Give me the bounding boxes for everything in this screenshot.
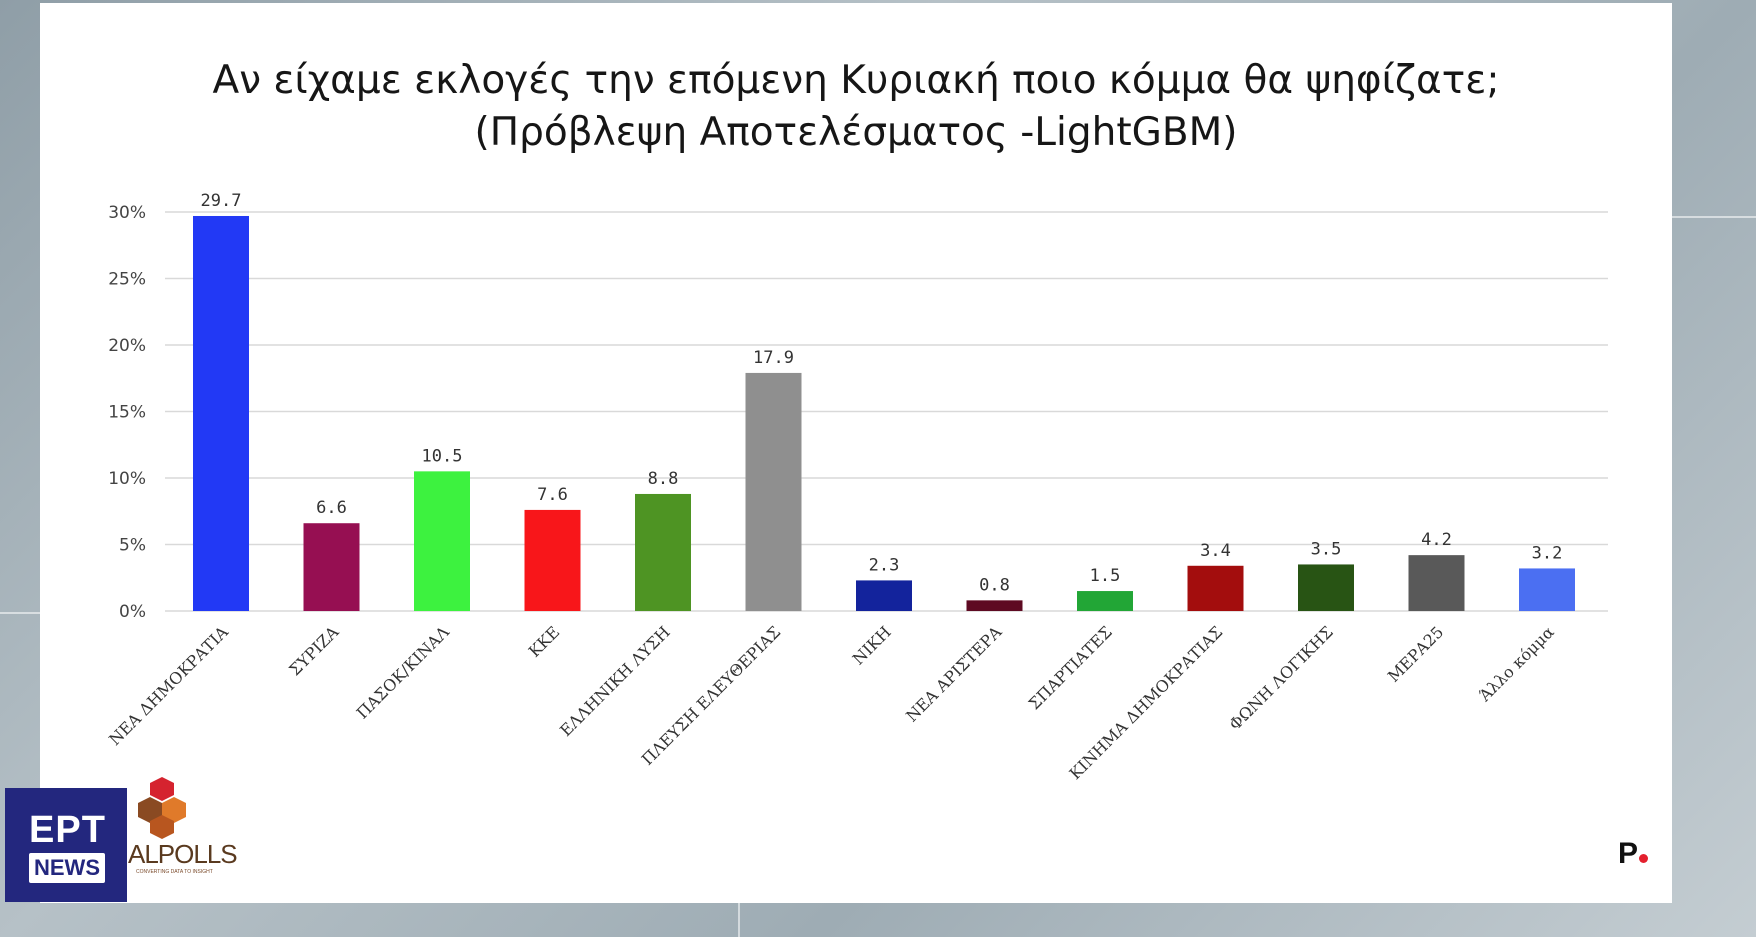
bar (745, 372, 802, 611)
bar-chart: 0% 5% 10% 15% 20% 25% 30% 29.7 6.6 10.5 7.6 8.8 17.… (105, 191, 1608, 783)
chart-title: Αν είχαμε εκλογές την επόμενη Κυριακή πο… (212, 58, 1500, 103)
alpolls-cube-icon (138, 777, 186, 839)
bars (193, 215, 1575, 612)
y-tick-label: 20% (108, 336, 146, 356)
ert-news-logo: ΕΡΤ NEWS (5, 788, 127, 902)
x-axis-labels: ΝΕΑ ΔΗΜΟΚΡΑΤΙΑ ΣΥΡΙΖΑ ΠΑΣΟΚ/ΚΙΝΑΛ ΚΚΕΕΛΛΗΝΙ… (105, 622, 1558, 783)
data-label: 0.8 (979, 575, 1010, 595)
data-label: 7.6 (537, 485, 568, 505)
data-label: 8.8 (648, 469, 679, 489)
bar (1187, 565, 1244, 611)
data-label: 3.2 (1532, 543, 1563, 563)
p-logo-dot (1639, 854, 1649, 863)
alpolls-tagline: CONVERTING DATA TO INSIGHT (136, 869, 213, 875)
x-tick-label: ΚΚΕ (525, 622, 564, 661)
data-labels: 29.7 6.6 10.5 7.6 8.8 17.9 2.3 0.8 1.5 3.4 3.5 4.2 3… (201, 191, 1563, 595)
y-tick-label: 25% (108, 270, 146, 290)
background-line (1672, 216, 1756, 218)
news-logo-text: NEWS (29, 853, 105, 883)
bar (635, 493, 691, 611)
bar (1298, 564, 1354, 611)
bar (193, 215, 249, 612)
p-logo: P (1618, 837, 1649, 870)
data-label: 3.5 (1311, 539, 1342, 559)
background-line (0, 612, 40, 614)
ert-logo-text: ΕΡΤ (29, 809, 106, 851)
bar (1077, 591, 1133, 611)
x-tick-label: ΕΛΛΗΝΙΚΗ ΛΥΣΗ (556, 622, 674, 740)
y-tick-label: 10% (108, 469, 146, 489)
x-tick-label: ΜΕΡΑ25 (1384, 622, 1447, 685)
x-tick-label: ΣΥΡΙΖΑ (285, 622, 342, 679)
chart-slide: Αν είχαμε εκλογές την επόμενη Κυριακή πο… (40, 3, 1672, 903)
y-tick-label: 30% (108, 203, 146, 223)
data-label: 2.3 (869, 555, 900, 575)
gridlines (165, 211, 1608, 612)
x-tick-label: ΠΑΣΟΚ/ΚΙΝΑΛ (353, 622, 453, 722)
data-label: 17.9 (753, 348, 794, 368)
x-tick-label: ΝΙΚΗ (849, 622, 895, 668)
bar (1519, 568, 1575, 611)
data-label: 10.5 (422, 446, 463, 466)
data-label: 4.2 (1421, 530, 1452, 550)
y-axis-ticks: 0% 5% 10% 15% 20% 25% 30% (108, 203, 146, 622)
chart-title-block: Αν είχαμε εκλογές την επόμενη Κυριακή πο… (40, 55, 1672, 159)
background-line (738, 902, 740, 937)
bar (524, 509, 581, 611)
bar (303, 523, 360, 611)
data-label: 6.6 (316, 498, 347, 518)
data-label: 3.4 (1200, 541, 1231, 561)
y-tick-label: 5% (119, 536, 146, 556)
bar (966, 600, 1023, 611)
y-tick-label: 0% (119, 602, 146, 622)
alpolls-wordmark: ALPOLLS (128, 839, 238, 869)
chart-subtitle: (Πρόβλεψη Αποτελέσματος -LightGBM) (474, 110, 1238, 155)
x-tick-label: ΝΕΑ ΔΗΜΟΚΡΑΤΙΑ (105, 622, 232, 749)
x-tick-label: ΦΩΝΗ ΛΟΓΙΚΗΣ (1225, 622, 1337, 734)
p-logo-letter: P (1618, 837, 1639, 870)
x-tick-label: ΣΠΑΡΤΙΑΤΕΣ (1025, 622, 1116, 713)
bar (856, 580, 912, 611)
alpolls-logo: ALPOLLS CONVERTING DATA TO INSIGHT (128, 775, 238, 875)
x-tick-label: ΝΕΑ ΑΡΙΣΤΕΡΑ (902, 622, 1006, 726)
data-label: 1.5 (1090, 566, 1121, 586)
bar (1408, 555, 1465, 611)
bar (414, 471, 470, 611)
y-tick-label: 15% (108, 403, 146, 423)
x-tick-label: Άλλο κόμμα (1475, 622, 1558, 705)
data-label: 29.7 (201, 191, 242, 211)
